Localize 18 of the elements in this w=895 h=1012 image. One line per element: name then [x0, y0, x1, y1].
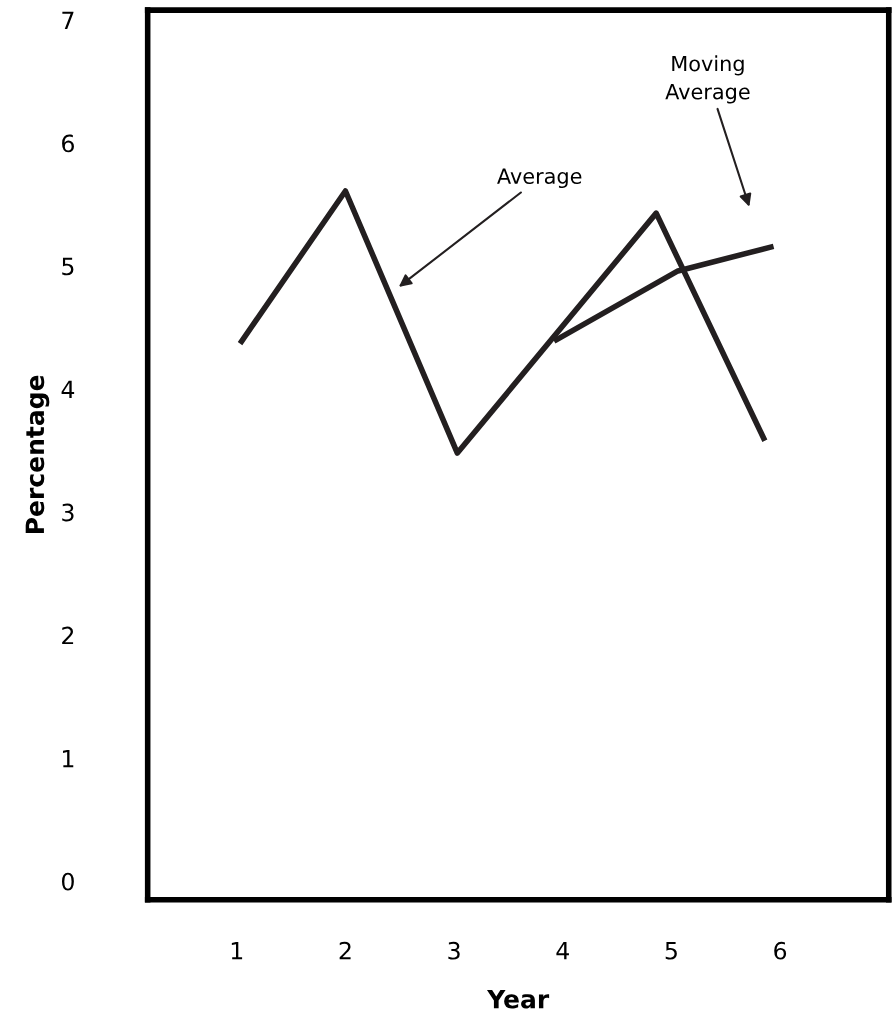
- y-tick-label: 3: [62, 503, 74, 522]
- y-tick-label: 5: [62, 257, 74, 276]
- y-tick-label: 6: [62, 134, 74, 153]
- x-tick-label: 5: [665, 942, 677, 960]
- annotation: Moving Average: [665, 55, 750, 104]
- y-tick-label: 1: [63, 749, 74, 768]
- x-axis-title: Year: [486, 989, 550, 1009]
- x-tick-label: 4: [556, 942, 569, 960]
- annotation: Average: [497, 168, 582, 189]
- x-tick-label: 2: [339, 941, 351, 960]
- y-axis-title: Percentage: [25, 375, 50, 534]
- x-tick-label: 3: [448, 941, 460, 960]
- x-tick-label: 1: [231, 942, 243, 960]
- x-tick-label: 6: [774, 941, 787, 960]
- y-tick-label: 4: [61, 380, 75, 399]
- y-tick-label: 0: [61, 872, 74, 891]
- y-tick-label: 7: [62, 11, 74, 29]
- y-tick-label: 2: [62, 626, 74, 645]
